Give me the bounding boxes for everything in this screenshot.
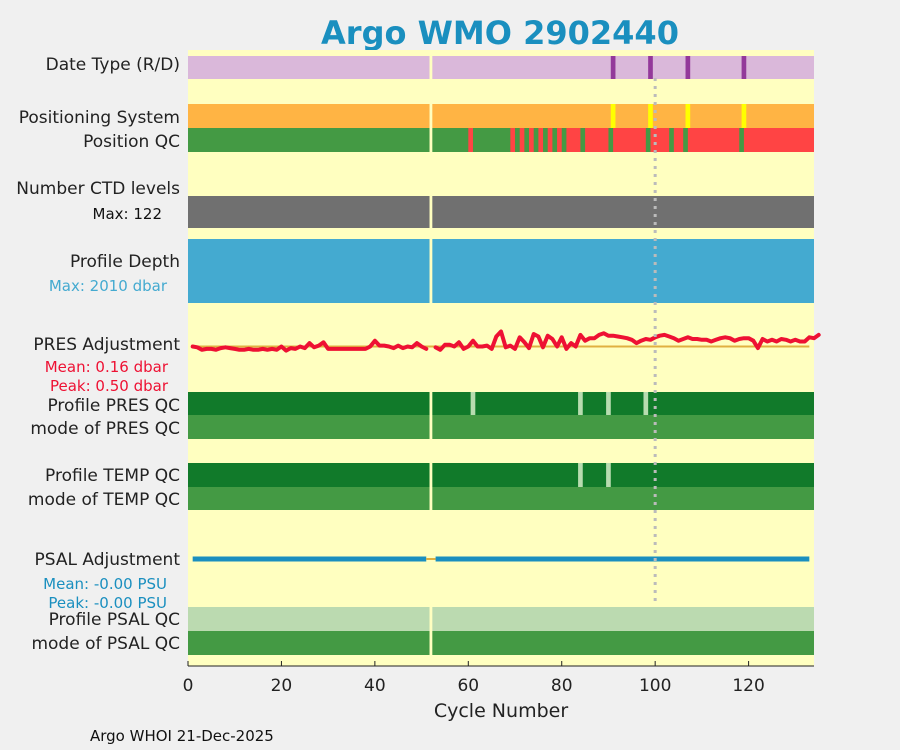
position-qc-bad-segment [613,128,646,152]
mode-pres-qc-strip [188,415,814,439]
position-qc-bad-segment [547,128,553,152]
profile-temp-qc-marker [606,463,611,487]
row-label-profile-temp-qc: Profile TEMP QC [45,466,180,486]
delayed-mode-marker [610,56,616,79]
profile-psal-qc-strip [188,607,814,631]
row-label-profile-pres-qc: Profile PRES QC [47,396,180,416]
row-label-profile-depth: Profile Depth [70,252,180,272]
psal-mean-text: Mean: -0.00 PSU [43,575,167,593]
x-tick-label: 20 [271,676,293,696]
profile-pres-qc-marker [578,392,583,415]
position-qc-bad-segment [468,128,473,152]
x-tick-label: 60 [457,676,479,696]
pres-adjustment-series [190,338,429,353]
row-label-mode-psal-qc: mode of PSAL QC [31,634,180,654]
x-tick-label: 0 [183,676,194,696]
profile-temp-qc-strip [188,463,814,487]
mode-psal-qc-strip [188,631,814,655]
position-qc-bad-segment [585,128,609,152]
delayed-mode-marker [741,56,747,79]
x-tick-label: 80 [551,676,573,696]
ctd-levels-strip [188,196,814,228]
position-qc-bad-segment [650,128,670,152]
position-qc-bad-segment [538,128,544,152]
position-qc-bad-segment [673,128,684,152]
x-axis: 0 20 40 60 80 100 120 [183,661,814,696]
x-axis-label: Cycle Number [434,700,568,722]
positioning-system-marker [741,104,747,128]
position-qc-bad-segment [519,128,525,152]
position-qc-bad-segment [510,128,516,152]
x-tick-label: 120 [732,676,764,696]
profile-pres-qc-marker [470,392,476,415]
positioning-system-marker [685,104,691,128]
ctd-max-text: Max: 122 [93,205,162,223]
pres-peak-text: Peak: 0.50 dbar [50,377,169,395]
delayed-mode-marker [648,56,653,79]
psal-peak-text: Peak: -0.00 PSU [48,594,167,612]
depth-max-text: Max: 2010 dbar [49,277,168,295]
row-label-mode-pres-qc: mode of PRES QC [30,419,180,439]
chart-title: Argo WMO 2902440 [321,14,679,52]
row-label-profile-psal-qc: Profile PSAL QC [49,610,180,630]
position-qc-bad-segment [566,128,581,152]
plot-background [188,50,814,666]
row-label-positioning-system: Positioning System [19,108,180,128]
strip-layer [188,56,814,655]
date-type-strip [188,56,814,79]
row-label-pres-adjustment: PRES Adjustment [33,335,180,355]
row-label-date-type: Date Type (R/D) [46,55,180,75]
row-label-number-ctd-levels: Number CTD levels [16,179,180,199]
position-qc-bad-segment [687,128,740,152]
profile-pres-qc-marker [606,392,611,415]
x-tick-label: 100 [639,676,671,696]
delayed-mode-marker [685,56,691,79]
overlay-layer [190,50,821,666]
row-label-position-qc: Position QC [83,132,180,152]
footer-credit: Argo WHOI 21-Dec-2025 [90,727,274,745]
profile-pres-qc-marker [643,392,649,415]
profile-depth-strip [188,239,814,303]
position-qc-bad-segment [743,128,814,152]
positioning-system-marker [648,104,653,128]
positioning-system-marker [610,104,616,128]
x-tick-label: 40 [364,676,386,696]
row-label-psal-adjustment: PSAL Adjustment [35,550,181,570]
row-label-mode-temp-qc: mode of TEMP QC [28,490,180,510]
profile-temp-qc-marker [578,463,583,487]
pres-adjustment-series [433,329,821,352]
positioning-system-strip [188,104,814,128]
missing-cycle-gap [429,50,433,666]
position-qc-bad-segment [529,128,534,152]
profile-pres-qc-strip [188,392,814,415]
position-qc-bad-segment [557,128,562,152]
mode-temp-qc-strip [188,487,814,510]
pres-mean-text: Mean: 0.16 dbar [45,358,169,376]
